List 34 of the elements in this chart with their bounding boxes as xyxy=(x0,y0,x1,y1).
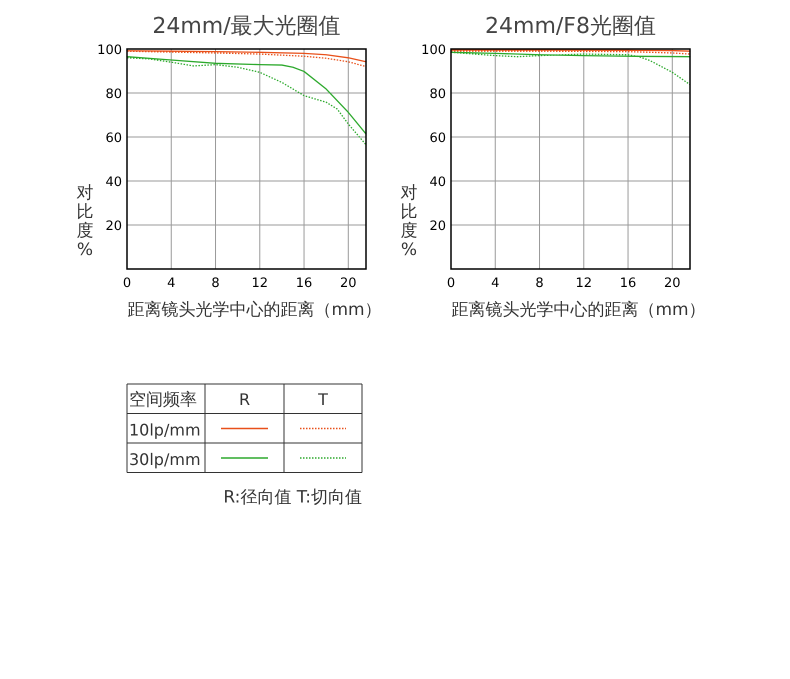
x-tick-label: 8 xyxy=(211,276,220,291)
x-tick-label: 0 xyxy=(122,276,132,291)
y-tick-label: 60 xyxy=(105,131,122,146)
x-tick-label: 0 xyxy=(446,276,456,291)
y-tick-label: 100 xyxy=(421,43,446,58)
x-tick-label: 20 xyxy=(340,276,357,291)
x-tick-label: 8 xyxy=(535,276,544,291)
x-tick-label: 16 xyxy=(620,276,636,291)
y-tick-label: 80 xyxy=(429,87,446,102)
y-tick-label: 60 xyxy=(429,131,446,146)
y-axis-title: 对比度% xyxy=(76,183,94,260)
chart-title: 24mm/最大光圈值 xyxy=(152,14,341,39)
y-tick-label: 80 xyxy=(105,87,122,102)
y-tick-label: 20 xyxy=(429,219,446,234)
y-tick-label: 40 xyxy=(105,175,122,190)
x-tick-label: 4 xyxy=(491,276,500,291)
legend-title: 空间频率 xyxy=(129,390,197,410)
x-axis-title: 距离镜头光学中心的距离（mm） xyxy=(127,300,382,320)
legend-label: 30lp/mm xyxy=(129,450,201,469)
text: R xyxy=(238,390,250,409)
text: T xyxy=(317,390,328,409)
y-axis-title: 对比度% xyxy=(400,183,418,260)
text: R:径向值 T:切向值 xyxy=(223,488,362,508)
x-tick-label: 20 xyxy=(664,276,681,291)
chart-title: 24mm/F8光圈值 xyxy=(485,14,656,39)
legend-label: 10lp/mm xyxy=(129,420,201,440)
y-tick-label: 20 xyxy=(105,219,122,234)
x-tick-label: 16 xyxy=(296,276,312,291)
x-axis-title: 距离镜头光学中心的距离（mm） xyxy=(451,300,706,320)
y-tick-label: 100 xyxy=(97,43,122,58)
x-tick-label: 12 xyxy=(576,276,592,291)
y-tick-label: 40 xyxy=(429,175,446,190)
x-tick-label: 4 xyxy=(167,276,176,291)
x-tick-label: 12 xyxy=(252,276,268,291)
